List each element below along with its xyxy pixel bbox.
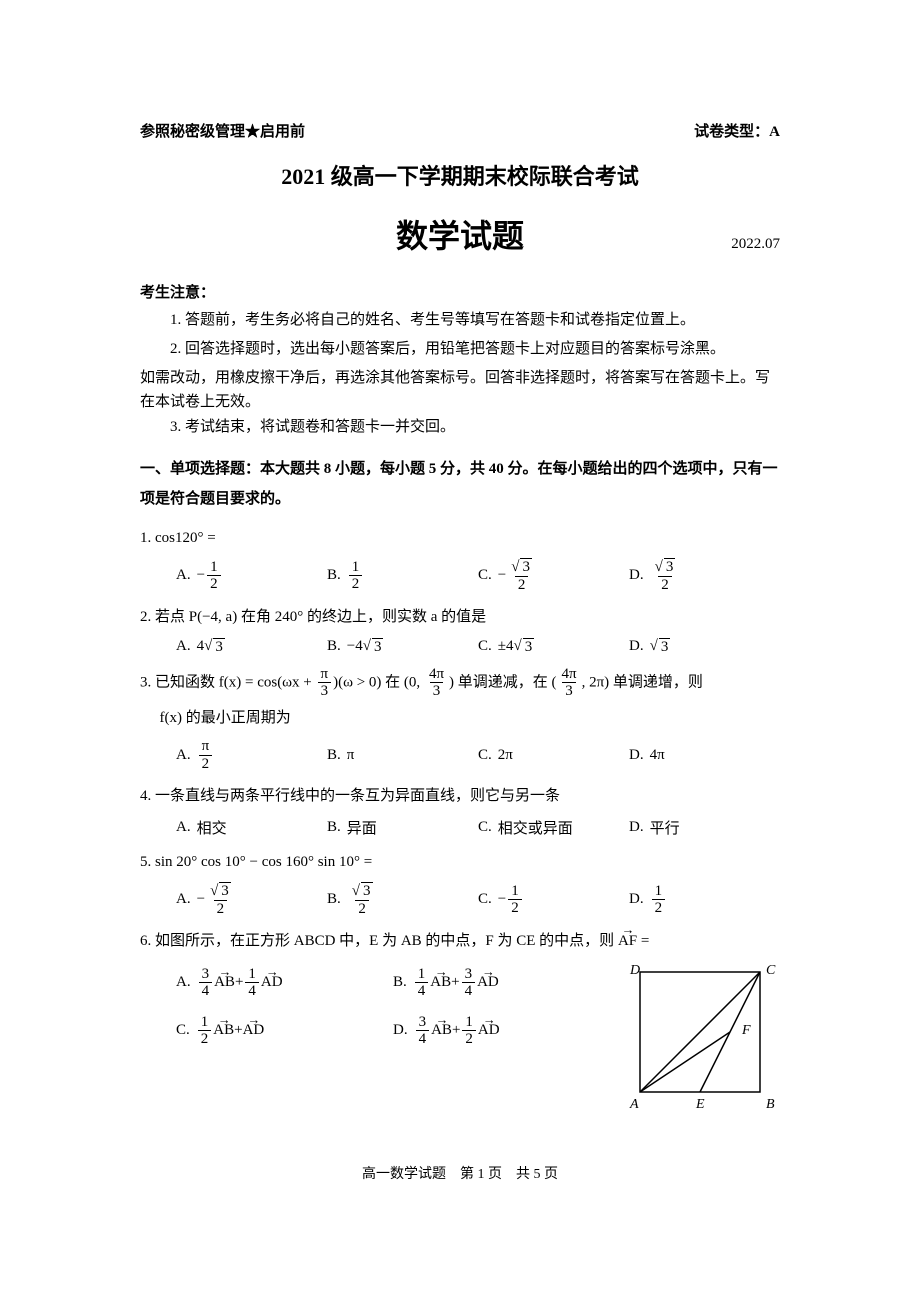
q6-diagram: D C A B E F: [620, 962, 780, 1127]
q5-option-c: C. − 12: [478, 882, 629, 917]
question-4: 4. 一条直线与两条平行线中的一条互为异面直线，则它与另一条 A.相交 B.异面…: [140, 782, 780, 838]
q6-option-b: B. 14 AB + 34 AD: [393, 966, 610, 1000]
question-1: 1. cos120° = A. − 12 B. 12 C. − √32 D. √…: [140, 524, 780, 594]
svg-text:E: E: [695, 1097, 705, 1112]
q1-num: 1.: [140, 530, 151, 546]
q1-option-c: C. − √32: [478, 558, 629, 593]
paper-type-label: 试卷类型：A: [694, 120, 780, 141]
q3-stem-line2: f(x) 的最小正周期为: [140, 704, 780, 733]
q1-option-b: B. 12: [327, 558, 478, 593]
question-2: 2. 若点 P(−4, a) 在角 240° 的终边上，则实数 a 的值是 A.…: [140, 603, 780, 656]
q6-option-c: C. 12 AB + AD: [176, 1014, 393, 1048]
q4-option-c: C.相交或异面: [478, 817, 629, 838]
q5-option-d: D. 12: [629, 882, 780, 917]
q4-num: 4.: [140, 788, 151, 804]
notice-1: 1. 答题前，考生务必将自己的姓名、考生号等填写在答题卡和试卷指定位置上。: [140, 308, 780, 333]
q2-option-a: A. 4√3: [176, 638, 327, 656]
q1-option-d: D. √32: [629, 558, 780, 593]
svg-text:D: D: [629, 963, 640, 978]
exam-title: 2021 级高一下学期期末校际联合考试: [140, 159, 780, 191]
page-footer: 高一数学试题 第 1 页 共 5 页: [140, 1163, 780, 1183]
q4-option-d: D.平行: [629, 817, 780, 838]
notice-title: 考生注意：: [140, 281, 780, 302]
q3-option-b: B. π: [327, 738, 478, 772]
confidential-label: 参照秘密级管理★启用前: [140, 120, 305, 141]
q5-option-a: A. − √32: [176, 882, 327, 917]
q3-option-a: A. π2: [176, 738, 327, 772]
question-6: 6. 如图所示，在正方形 ABCD 中，E 为 AB 的中点，F 为 CE 的中…: [140, 927, 780, 1127]
notice-3: 3. 考试结束，将试题卷和答题卡一并交回。: [140, 415, 780, 440]
question-5: 5. sin 20° cos 10° − cos 160° sin 10° = …: [140, 848, 780, 918]
q2-option-c: C. ±4√3: [478, 638, 629, 656]
subject-row: 数学试题 2022.07: [140, 211, 780, 257]
q2-num: 2.: [140, 609, 151, 625]
q5-stem: sin 20° cos 10° − cos 160° sin 10° =: [155, 854, 372, 870]
q5-option-b: B. √32: [327, 882, 478, 917]
subject-title: 数学试题: [396, 211, 524, 257]
q3-option-c: C. 2π: [478, 738, 629, 772]
question-3: 3. 已知函数 f(x) = cos(ωx + π3)(ω > 0) 在 (0,…: [140, 666, 780, 773]
exam-date: 2022.07: [731, 236, 780, 253]
section-1-title: 一、单项选择题：本大题共 8 小题，每小题 5 分，共 40 分。在每小题给出的…: [140, 454, 780, 514]
q4-option-b: B.异面: [327, 817, 478, 838]
q2-stem: 若点 P(−4, a) 在角 240° 的终边上，则实数 a 的值是: [155, 609, 486, 625]
svg-text:C: C: [766, 963, 776, 978]
q4-stem: 一条直线与两条平行线中的一条互为异面直线，则它与另一条: [155, 788, 560, 804]
svg-text:B: B: [766, 1097, 775, 1112]
q3-option-d: D. 4π: [629, 738, 780, 772]
q6-num: 6.: [140, 933, 151, 949]
notice-2a: 2. 回答选择题时，选出每小题答案后，用铅笔把答题卡上对应题目的答案标号涂黑。: [140, 337, 780, 362]
svg-text:F: F: [741, 1023, 751, 1038]
q6-vec-af: AF: [618, 927, 637, 956]
q2-option-d: D. √3: [629, 638, 780, 656]
q1-option-a: A. − 12: [176, 558, 327, 593]
q6-option-d: D. 34 AB + 12 AD: [393, 1014, 610, 1048]
header-row: 参照秘密级管理★启用前 试卷类型：A: [140, 120, 780, 141]
q5-num: 5.: [140, 854, 151, 870]
q2-option-b: B. −4√3: [327, 638, 478, 656]
q3-num: 3.: [140, 674, 151, 690]
q6-option-a: A. 34 AB + 14 AD: [176, 966, 393, 1000]
svg-text:A: A: [629, 1097, 639, 1112]
q4-option-a: A.相交: [176, 817, 327, 838]
notice-2b: 如需改动，用橡皮擦干净后，再选涂其他答案标号。回答非选择题时，将答案写在答题卡上…: [140, 366, 780, 416]
q1-stem: cos120° =: [155, 530, 216, 546]
